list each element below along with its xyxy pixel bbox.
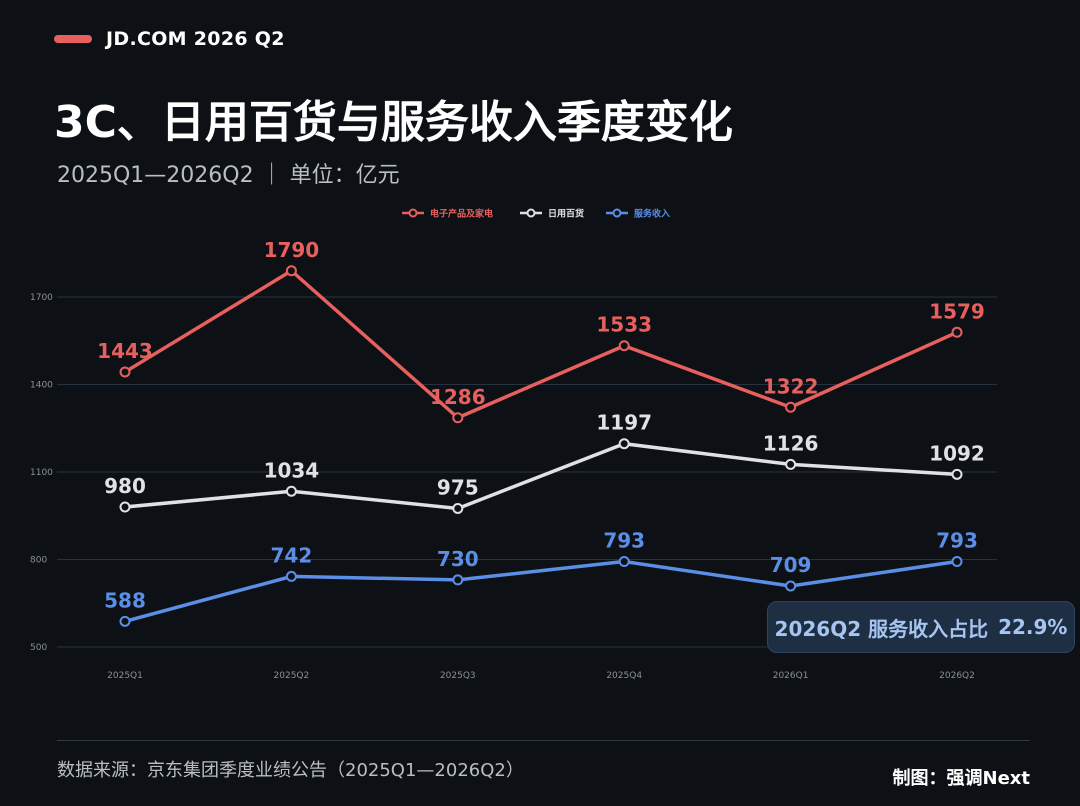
page-title: 3C、日用百货与服务收入季度变化 (54, 97, 733, 148)
brand-accent-bar (54, 35, 92, 43)
legend-label: 电子产品及家电 (430, 208, 493, 220)
legend-label: 服务收入 (634, 208, 670, 220)
data-point (285, 265, 297, 277)
line-chart: 500 800 1100 1400 1700 2025Q1 2025Q2 2025Q3 2025… (30, 208, 997, 681)
legend-swatch-marker (408, 208, 418, 218)
data-label: 1790 (264, 238, 320, 262)
legend-swatch-marker (612, 208, 622, 218)
data-label: 1034 (264, 458, 320, 482)
data-point (452, 412, 464, 424)
x-tick-label: 2025Q1 (107, 671, 143, 681)
service-share-callout: 2026Q2 服务收入占比 22.9% (767, 601, 1075, 653)
data-point (285, 570, 297, 582)
series-line (123, 269, 959, 420)
data-point (951, 326, 963, 338)
data-label: 588 (104, 588, 146, 612)
data-label: 1322 (763, 374, 819, 398)
data-point (618, 438, 630, 450)
data-point (119, 501, 131, 513)
series-line (123, 559, 959, 624)
data-label: 1126 (763, 431, 819, 455)
x-tick-label: 2025Q3 (440, 671, 476, 681)
legend-swatch-marker (526, 208, 536, 218)
data-label: 793 (603, 529, 645, 553)
page-subtitle: 2025Q1—2026Q2 ｜ 单位：亿元 (57, 163, 400, 188)
data-label: 1443 (97, 339, 153, 363)
brand-text: JD.COM 2026 Q2 (106, 28, 285, 50)
y-tick-label: 500 (30, 643, 47, 653)
x-tick-label: 2026Q1 (773, 671, 809, 681)
y-tick-label: 800 (30, 556, 47, 566)
y-tick-label: 1400 (30, 381, 53, 391)
data-source: 数据来源：京东集团季度业绩公告（2025Q1—2026Q2） (57, 760, 524, 781)
callout-value: 22.9% (998, 615, 1068, 639)
x-tick-label: 2025Q2 (274, 671, 310, 681)
data-label: 1533 (596, 313, 652, 337)
data-label: 1286 (430, 385, 486, 409)
data-label: 793 (936, 529, 978, 553)
data-point (618, 556, 630, 568)
data-point (785, 458, 797, 470)
data-label: 730 (437, 547, 479, 571)
callout-label: 2026Q2 服务收入占比 (774, 616, 989, 641)
data-label: 975 (437, 475, 479, 499)
legend-label: 日用百货 (548, 208, 584, 220)
footer-divider (57, 740, 1030, 741)
data-point (785, 401, 797, 413)
y-tick-label: 1700 (30, 293, 53, 303)
data-label: 1092 (929, 441, 985, 465)
x-tick-label: 2026Q2 (939, 671, 975, 681)
data-point (951, 556, 963, 568)
data-label: 742 (271, 543, 313, 567)
data-point (285, 485, 297, 497)
data-point (452, 502, 464, 514)
data-point (119, 366, 131, 378)
chart-credit: 制图：强调Next (892, 768, 1031, 789)
brand-header: JD.COM 2026 Q2 (54, 28, 285, 50)
data-label: 980 (104, 474, 146, 498)
data-point (618, 340, 630, 352)
data-point (452, 574, 464, 586)
data-point (785, 580, 797, 592)
data-point (119, 615, 131, 627)
data-label: 709 (770, 553, 812, 577)
series-line (123, 441, 959, 511)
x-tick-label: 2025Q4 (606, 671, 642, 681)
y-tick-label: 1100 (30, 468, 53, 478)
data-point (951, 468, 963, 480)
data-label: 1579 (929, 299, 985, 323)
data-label: 1197 (596, 411, 652, 435)
